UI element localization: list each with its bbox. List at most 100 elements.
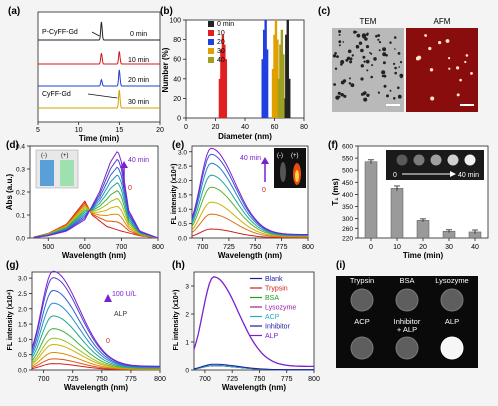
- tem-particle: [394, 48, 396, 50]
- panel-e-arrow-bottom: 0: [262, 187, 266, 194]
- panel-b-ytick-label: 20: [173, 96, 181, 103]
- panel-i-mri-wells: Trypsin BSA Lysozyme ACP Inhibitor+ ALP ALP: [336, 276, 478, 368]
- panel-b-bar: [282, 54, 285, 118]
- panel-f-ytick-label: 550: [342, 156, 353, 163]
- afm-particle: [456, 93, 460, 97]
- tem-particle: [349, 77, 351, 80]
- panel-e-ytick-label: 1.5: [178, 192, 187, 199]
- tem-particle: [358, 41, 363, 45]
- panel-h-xtick-label: 750: [254, 376, 266, 383]
- afm-particle: [438, 41, 442, 45]
- tem-particle: [355, 31, 358, 33]
- tem-particle: [365, 33, 369, 36]
- tem-particle: [383, 74, 387, 78]
- panel-g-alp-titration: 700 725 750 775 800 0.0 0.5 1.0 1.5 2.0 2.5 3.0 100…: [7, 270, 166, 392]
- panel-b-legend-label: 0 min: [217, 21, 234, 28]
- afm-scale-bar: [460, 104, 474, 106]
- panel-b-ytick-label: 0: [177, 116, 181, 123]
- tem-particle: [400, 76, 403, 79]
- panel-h-ytick-label: 0: [185, 368, 189, 375]
- panel-a-xtick-label: 10: [75, 127, 83, 134]
- panel-e-curve: [191, 201, 308, 238]
- tem-particle: [393, 62, 396, 65]
- tem-particle: [378, 49, 381, 52]
- afm-particle: [417, 55, 422, 60]
- tem-particle: [377, 91, 380, 94]
- tem-particle: [377, 34, 381, 37]
- afm-particle: [424, 34, 427, 37]
- panel-e-arrowhead: [261, 157, 269, 164]
- panel-d-curve: [33, 151, 159, 239]
- tem-particle: [398, 66, 401, 68]
- panel-e-ytick-label: 0.5: [178, 221, 187, 228]
- panel-b-histogram: 0 20 40 60 80 0 20 40 60 80 100 Number (%) Diamete…: [161, 18, 308, 142]
- panel-i-letter: (i): [336, 260, 345, 271]
- panel-g-ylabel: FL intensity (x10⁴): [7, 290, 14, 351]
- tem-particle: [333, 83, 336, 86]
- tem-particle: [338, 44, 341, 47]
- panel-h-xtick-label: 800: [308, 376, 320, 383]
- tem-particle: [348, 57, 351, 59]
- panel-e-ylabel: FL intensity (x10⁴): [171, 164, 178, 225]
- panel-f-ytick-label: 450: [342, 180, 353, 187]
- panel-f-xtick-label: 40: [471, 244, 479, 251]
- panel-h-legend-label: BSA: [265, 295, 279, 302]
- tem-particle: [363, 97, 368, 102]
- panel-e-ytick-label: 1.0: [178, 207, 187, 214]
- panel-c-letter: (c): [318, 6, 330, 17]
- panel-a-trace-label-0: 0 min: [130, 31, 147, 38]
- panel-g-xtick-label: 725: [67, 376, 79, 383]
- panel-d-xlabel: Wavelength (nm): [62, 251, 126, 260]
- tem-particle: [360, 77, 364, 81]
- panel-h-legend-label: Trypsin: [265, 286, 288, 293]
- tem-particle: [366, 69, 369, 72]
- tem-particle: [370, 52, 373, 55]
- panel-g-curve: [31, 270, 160, 367]
- panel-f-ticks: 0 10 20 30 40 220 260 300 350 400 450 500 550 600: [342, 144, 479, 252]
- panel-i-well: [440, 336, 464, 360]
- panel-i-well-label: ALP: [445, 317, 459, 326]
- afm-label: AFM: [434, 17, 451, 26]
- panel-a-xtick-label: 5: [36, 127, 40, 134]
- panel-b-ytick-label: 80: [173, 37, 181, 44]
- panel-d-inset-minus: (-): [41, 153, 47, 159]
- panel-h-xtick-label: 775: [281, 376, 293, 383]
- tem-particle: [340, 93, 344, 97]
- panel-f-xtick-label: 10: [393, 244, 401, 251]
- panel-e-ticks: 700 725 750 775 800 0.0 0.5 1.0 1.5 2.0 2.5 3.0: [178, 149, 314, 251]
- panel-b-xlabel: Diameter (nm): [218, 132, 272, 141]
- tem-particle: [365, 59, 370, 64]
- panel-f-ytick-label: 300: [342, 216, 353, 223]
- panel-a-chromatogram: P-CyFF-Gd CyFF-Gd 0 min 10 min 20 min 30…: [36, 11, 164, 143]
- panel-f-ylabel: T₁ (ms): [331, 178, 340, 206]
- afm-particle: [445, 39, 450, 43]
- panel-i-well-label: ACP: [354, 317, 369, 326]
- panel-b-xtick-label: 60: [271, 124, 279, 131]
- panel-h-legend-label: Lysozyme: [265, 305, 296, 312]
- tem-particle: [338, 40, 342, 44]
- panel-b-bar: [288, 78, 291, 118]
- panel-a-xticks: 5 10 15 20: [36, 122, 164, 134]
- panel-b-legend-label: 10: [217, 30, 225, 37]
- panel-f-xtick-label: 20: [419, 244, 427, 251]
- tem-particle: [378, 41, 382, 44]
- panel-f-inset-well: [464, 154, 476, 166]
- tem-particle: [382, 52, 387, 57]
- tem-label: TEM: [360, 17, 377, 26]
- tem-particle: [389, 89, 392, 92]
- panel-b-legend-swatch: [208, 30, 214, 36]
- panel-f-bar: [364, 161, 378, 239]
- panel-g-arrow-top: 100 U/L: [112, 291, 137, 298]
- panel-d-ytick-label: 0.1: [16, 213, 25, 220]
- panel-d-xtick-label: 600: [79, 244, 91, 251]
- panel-e-inset: [274, 148, 306, 188]
- panel-b-ytick-label: 60: [173, 57, 181, 64]
- panel-h-xtick-label: 700: [199, 376, 211, 383]
- panel-g-letter: (g): [6, 260, 19, 271]
- panel-h-legend-label: ACP: [265, 314, 280, 321]
- tem-particle: [338, 33, 341, 36]
- tem-particle: [356, 33, 361, 38]
- panel-b-bar: [271, 69, 275, 118]
- panel-b-xtick-label: 20: [212, 124, 220, 131]
- panel-f-ytick-label: 260: [342, 226, 353, 233]
